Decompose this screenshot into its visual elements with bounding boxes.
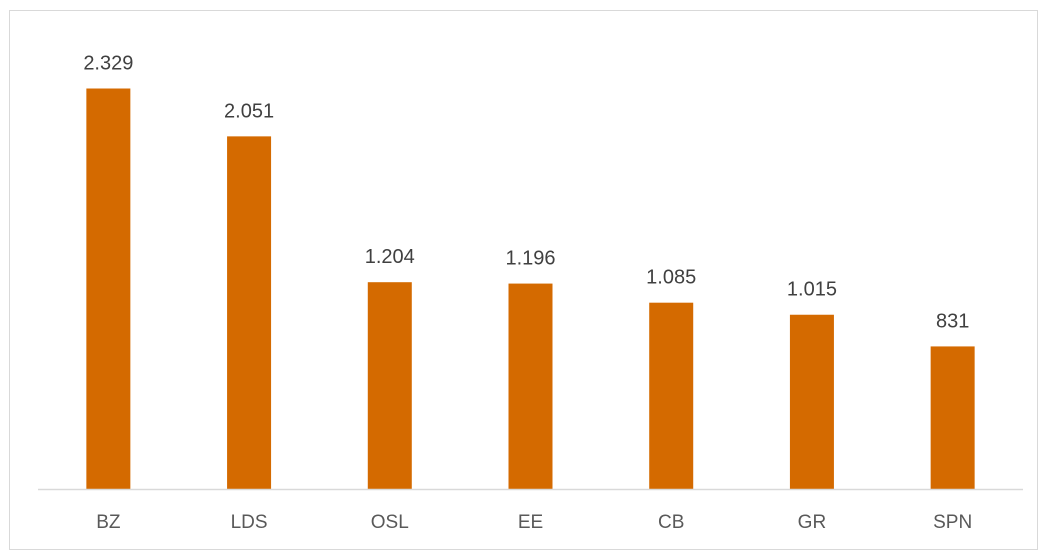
bar-ee [508, 283, 553, 490]
bar-lds [227, 136, 272, 490]
x-tick-label-lds: LDS [231, 512, 268, 533]
bar-osl [367, 282, 412, 490]
x-tick-labels-group: BZ LDS OSL EE CB GR SPN [96, 512, 972, 533]
x-tick-label-spn: SPN [933, 512, 972, 533]
bar-spn [930, 346, 975, 490]
data-label-osl: 1.204 [365, 246, 415, 268]
data-label-spn: 831 [936, 310, 969, 332]
x-tick-label-gr: GR [798, 512, 827, 533]
x-tick-label-cb: CB [658, 512, 684, 533]
data-label-cb: 1.085 [646, 267, 696, 289]
bar-gr [789, 314, 834, 490]
x-tick-label-osl: OSL [371, 512, 409, 533]
data-label-bz: 2.329 [83, 53, 133, 75]
value-labels-group: 2.329 2.051 1.204 1.196 1.085 1.015 831 [83, 53, 969, 333]
data-label-gr: 1.015 [787, 279, 837, 301]
bar-bz [86, 88, 131, 490]
bar-cb [649, 302, 694, 490]
data-label-ee: 1.196 [505, 248, 555, 270]
x-tick-label-bz: BZ [96, 512, 121, 533]
data-label-lds: 2.051 [224, 100, 274, 122]
bars-group [86, 88, 975, 490]
x-tick-label-ee: EE [518, 512, 543, 533]
